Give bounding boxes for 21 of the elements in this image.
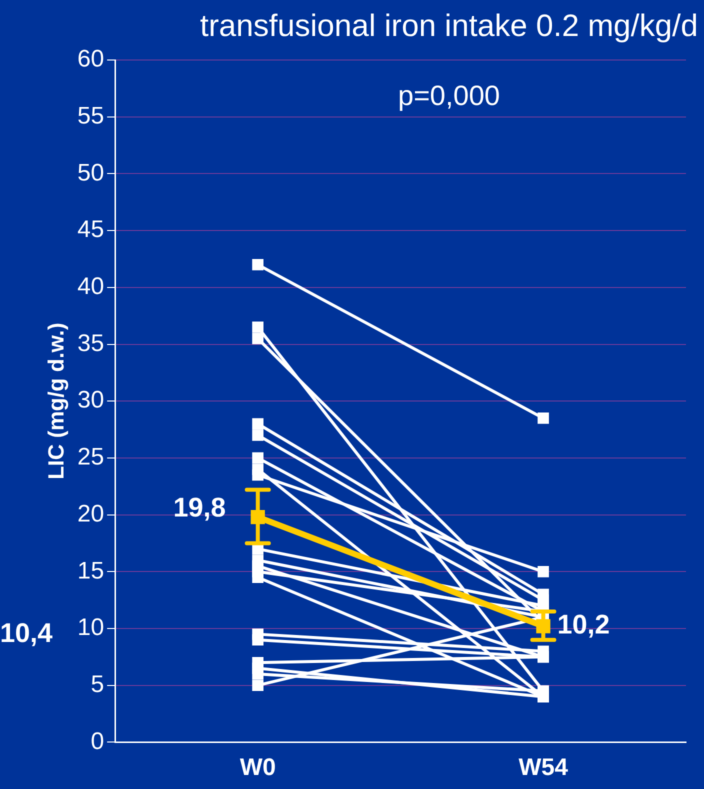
- data-label: 10,2: [557, 610, 610, 640]
- y-tick-label: 25: [77, 444, 104, 471]
- text: 10,4: [0, 618, 53, 649]
- y-tick-label: 20: [77, 500, 104, 528]
- y-tick-label: 60: [77, 46, 104, 73]
- annotation: p=0,000: [398, 80, 500, 112]
- y-tick-label: 0: [90, 728, 104, 755]
- data-label: 19,8: [173, 492, 226, 523]
- x-tick-label: W0: [240, 754, 276, 782]
- y-tick-label: 5: [90, 670, 104, 698]
- y-tick-label: 40: [77, 273, 104, 300]
- y-axis-title: LIC (mg/g d.w.): [43, 322, 68, 480]
- y-tick-label: 55: [77, 102, 104, 130]
- x-tick-label: W54: [518, 754, 569, 782]
- y-tick-label: 50: [77, 159, 104, 186]
- y-tick-label: 45: [77, 216, 104, 244]
- y-tick-label: 30: [77, 386, 104, 414]
- y-tick-label: 35: [77, 330, 104, 357]
- y-tick-label: 10: [77, 614, 104, 642]
- y-tick-label: 15: [77, 557, 104, 584]
- chart-title: transfusional iron intake 0.2 mg/kg/d: [200, 8, 698, 44]
